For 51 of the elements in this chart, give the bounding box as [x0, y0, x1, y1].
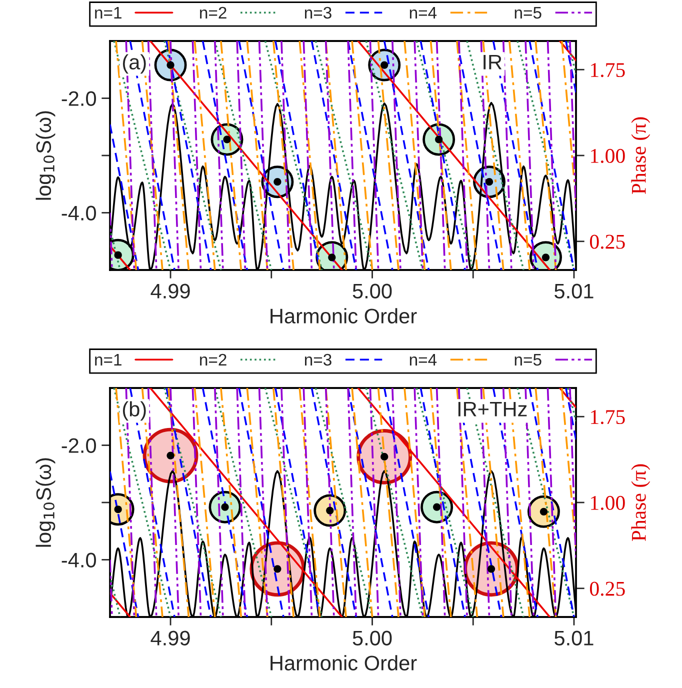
point — [435, 136, 443, 144]
legend-label: n=5 — [514, 7, 542, 19]
point — [166, 61, 174, 69]
point — [326, 506, 334, 514]
point — [274, 178, 282, 186]
x-axis-title: Harmonic Order — [270, 655, 417, 670]
point — [274, 565, 282, 573]
x-tick-label: 5.01 — [554, 284, 594, 298]
legend-label: n=2 — [200, 6, 226, 18]
point — [328, 254, 336, 262]
point — [380, 452, 388, 461]
legend-label: n=1 — [95, 7, 122, 18]
legend-label: n=4 — [410, 7, 437, 18]
point — [114, 506, 122, 514]
x-axis-title: Harmonic Order — [270, 308, 417, 324]
x-tick-label: 5.01 — [554, 630, 594, 646]
legend-label: n=1 — [95, 354, 122, 366]
y-tick-label: -2.0 — [62, 91, 96, 106]
y-axis-title: log$_{10}$S(ω) — [36, 458, 56, 547]
annotation: IR — [484, 54, 502, 70]
legend-label: n=2 — [200, 354, 226, 366]
point — [487, 565, 496, 573]
legend-label: n=5 — [514, 354, 542, 366]
x-tick-label: 4.99 — [150, 630, 190, 646]
y-tick-label: -4.0 — [62, 552, 96, 568]
annotation: (b) — [122, 401, 146, 421]
point — [433, 503, 441, 511]
x-tick-label: 5.00 — [352, 630, 392, 646]
point — [221, 503, 229, 511]
y2-tick-label: 1.00 — [591, 148, 625, 164]
x-tick-label: 5.00 — [352, 284, 392, 298]
y2-tick-label: 1.00 — [591, 496, 625, 510]
y2-tick-label: 0.25 — [590, 582, 625, 596]
y2-axis-title: Phase (π) — [631, 464, 650, 542]
y-tick-label: -4.0 — [62, 206, 96, 221]
y2-tick-label: 1.75 — [591, 410, 625, 424]
x-tick-label: 4.99 — [150, 284, 190, 298]
y-tick-label: -2.0 — [62, 438, 96, 454]
point — [380, 61, 388, 69]
y-axis-title: log$_{10}$S(ω) — [36, 111, 56, 200]
point — [114, 251, 122, 259]
y2-tick-label: 1.75 — [591, 63, 625, 78]
annotation: IR+THz — [458, 402, 527, 416]
annotation: (a) — [122, 54, 146, 74]
point — [223, 136, 231, 144]
legend-label: n=3 — [304, 6, 332, 19]
point — [166, 452, 174, 460]
y2-axis-title: Phase (π) — [631, 117, 650, 194]
legend-label: n=3 — [304, 354, 332, 366]
legend-label: n=4 — [410, 354, 437, 366]
y2-tick-label: 0.25 — [590, 234, 625, 249]
